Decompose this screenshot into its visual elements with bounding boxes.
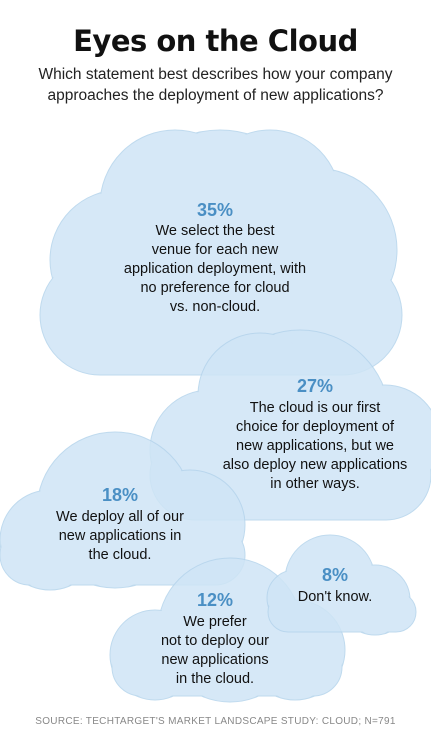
desc-label-35: We select the best venue for each new ap… — [123, 223, 307, 315]
percent-label-18: 18% — [101, 485, 139, 505]
desc-label-8: Don't know. — [297, 589, 373, 605]
percent-label-35: 35% — [196, 200, 234, 220]
cloud-8-percent — [266, 534, 417, 636]
cloud-18-percent — [0, 431, 246, 591]
percent-label-27: 27% — [296, 376, 334, 396]
desc-label-18: We deploy all of our new applications in… — [56, 509, 184, 563]
cloud-27-percent — [149, 329, 431, 521]
percent-label-8: 8% — [321, 565, 348, 585]
chart-title: Eyes on the Cloud — [73, 24, 358, 58]
source-note: SOURCE: TECHTARGET'S MARKET LANDSCAPE ST… — [35, 716, 396, 727]
desc-label-12: We prefer not to deploy our new applicat… — [160, 614, 270, 687]
percent-label-12: 12% — [196, 590, 234, 610]
chart-subtitle: Which statement best describes how your … — [38, 66, 393, 104]
desc-label-27: The cloud is our first choice for deploy… — [222, 400, 408, 492]
